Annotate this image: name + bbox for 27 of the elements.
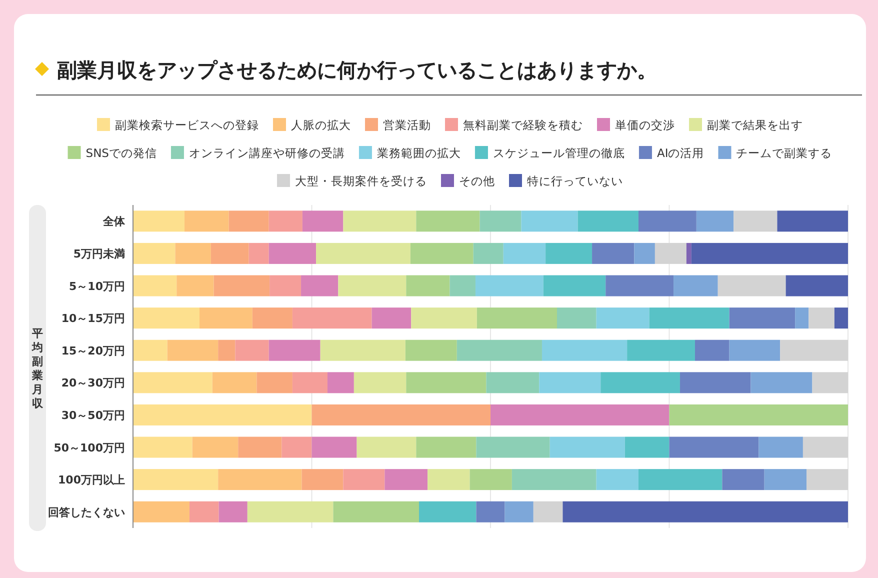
legend-label: 副業検索サービスへの登録 [115, 118, 259, 132]
legend-label: 営業活動 [383, 118, 431, 132]
legend-label: 単価の交渉 [615, 118, 675, 132]
legend-label: スケジュール管理の徹底 [492, 146, 625, 160]
title: 副業月収をアップさせるために何か行っていることはありますか。 [57, 58, 657, 82]
legend-label: 業務範囲の拡大 [376, 146, 461, 160]
category: 100万円以上 [58, 474, 125, 487]
legend-label: 大型・長期案件を受ける [295, 174, 427, 188]
legend-label: SNSでの発信 [86, 146, 157, 160]
category: 5～10万円 [69, 280, 125, 293]
category: 15～20万円 [61, 344, 125, 358]
legend-label: 人脈の拡大 [291, 118, 351, 132]
category: 5万円未満 [73, 247, 125, 260]
legend-label: 無料副業で経験を積む [463, 118, 583, 132]
category: 20～30万円 [61, 376, 125, 390]
category: 10～15万円 [61, 312, 125, 326]
legend-label: その他 [459, 174, 495, 188]
legend-label: チームで副業する [736, 146, 832, 160]
category: 30～50万円 [61, 408, 125, 422]
legend-label: AIの活用 [656, 146, 704, 160]
legend-label: 副業で結果を出す [707, 118, 803, 132]
ylabel: 平均副業月収 [32, 327, 43, 410]
category: 50～100万円 [54, 441, 125, 454]
category: 回答したくない [48, 506, 125, 519]
category: 全体 [103, 215, 125, 228]
legend-label: 特に行っていない [527, 174, 623, 188]
legend-label: オンライン講座や研修の受講 [188, 146, 345, 160]
